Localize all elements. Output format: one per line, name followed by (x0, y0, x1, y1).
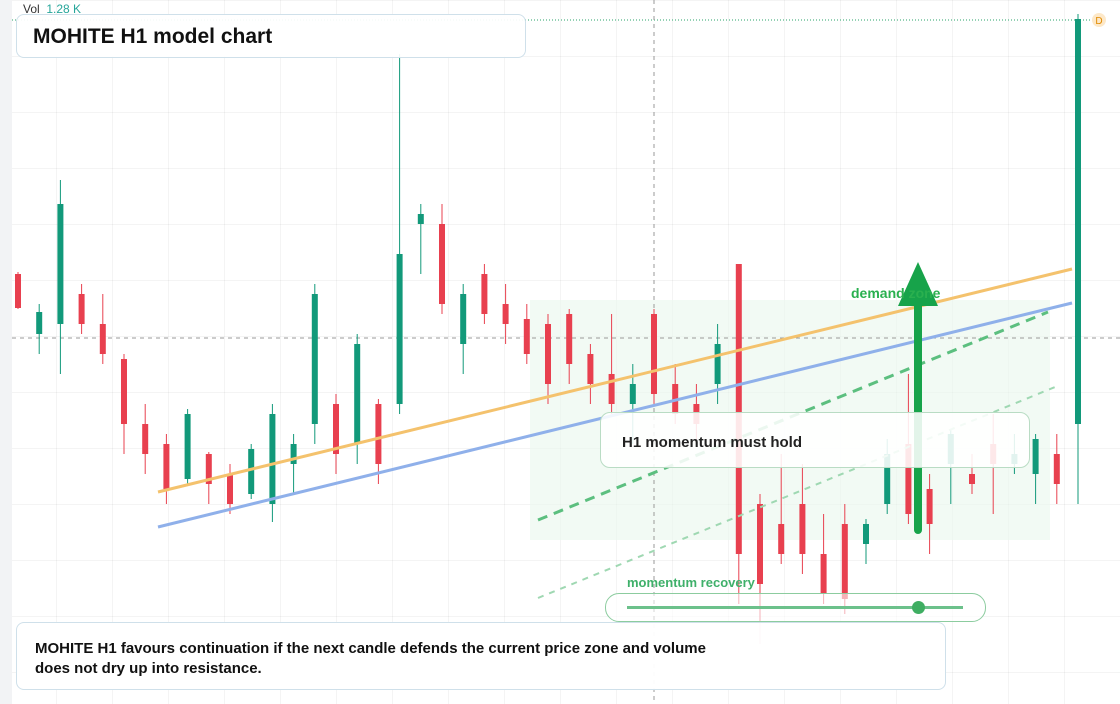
candle-body (1032, 439, 1039, 474)
slider-track (627, 606, 963, 609)
slider (605, 593, 986, 622)
candle-body (884, 454, 891, 504)
annotation-box: H1 momentum must hold (600, 412, 1030, 468)
candle-body (820, 554, 827, 594)
left-edge (0, 0, 12, 704)
annotation: momentum recovery (627, 575, 755, 590)
candle-body (99, 324, 106, 354)
candle-body (269, 414, 276, 504)
candle-body (333, 404, 339, 454)
candle-body (587, 354, 594, 384)
candle-body (311, 294, 318, 424)
candle-body (290, 444, 297, 464)
candle-body (142, 424, 149, 454)
candle-body (608, 374, 615, 404)
candle-body (714, 344, 721, 384)
candle-body (566, 314, 573, 364)
candle-body (36, 312, 43, 334)
candle-body (905, 444, 912, 514)
candle-body (481, 274, 488, 314)
title-box: MOHITE H1 model chart (16, 14, 526, 58)
candle-body (629, 384, 636, 404)
candle-body (1053, 454, 1060, 484)
candles (15, 14, 1081, 644)
candle-body (15, 274, 21, 308)
candle-body (248, 449, 255, 494)
candle-body (778, 524, 785, 554)
candle-body (184, 414, 191, 479)
candle-body (926, 489, 933, 524)
badge-icon: D (1095, 16, 1102, 27)
candle-body (969, 474, 975, 484)
slider-thumb (912, 601, 925, 614)
candle-body (396, 254, 403, 404)
candle-body (227, 474, 233, 504)
volume-legend: Vol 1.28 K (23, 2, 81, 16)
candle-body (757, 504, 763, 584)
candle-body (651, 314, 657, 394)
candle-body (417, 214, 424, 224)
candle-body (502, 304, 509, 324)
candle-body (460, 294, 467, 344)
note-box: MOHITE H1 favours continuation if the ne… (16, 622, 946, 690)
candle-body (1075, 19, 1081, 424)
volume-value: 1.28 K (46, 2, 82, 16)
candle-body (163, 444, 170, 489)
annotation: H1 momentum must hold (622, 434, 803, 451)
candle-body (439, 224, 445, 304)
candle-body (375, 404, 382, 464)
note: MOHITE H1 favours continuation if the ne… (35, 640, 706, 677)
volume-label: Vol (23, 2, 40, 16)
chart-title: MOHITE H1 model chart (33, 25, 273, 48)
annotation: demand zone (851, 285, 941, 301)
candle-body (205, 454, 212, 484)
arrow-head (898, 262, 938, 306)
candle-body (354, 344, 361, 444)
candle-body (78, 294, 85, 324)
candle-body (523, 319, 530, 354)
candle-body (799, 504, 806, 554)
candle-body (545, 324, 551, 384)
candle-body (121, 359, 127, 424)
candle-body (57, 204, 64, 324)
badge (1092, 13, 1106, 27)
candle-body (863, 524, 869, 544)
candle-body (841, 524, 848, 599)
candle-body (735, 264, 742, 554)
